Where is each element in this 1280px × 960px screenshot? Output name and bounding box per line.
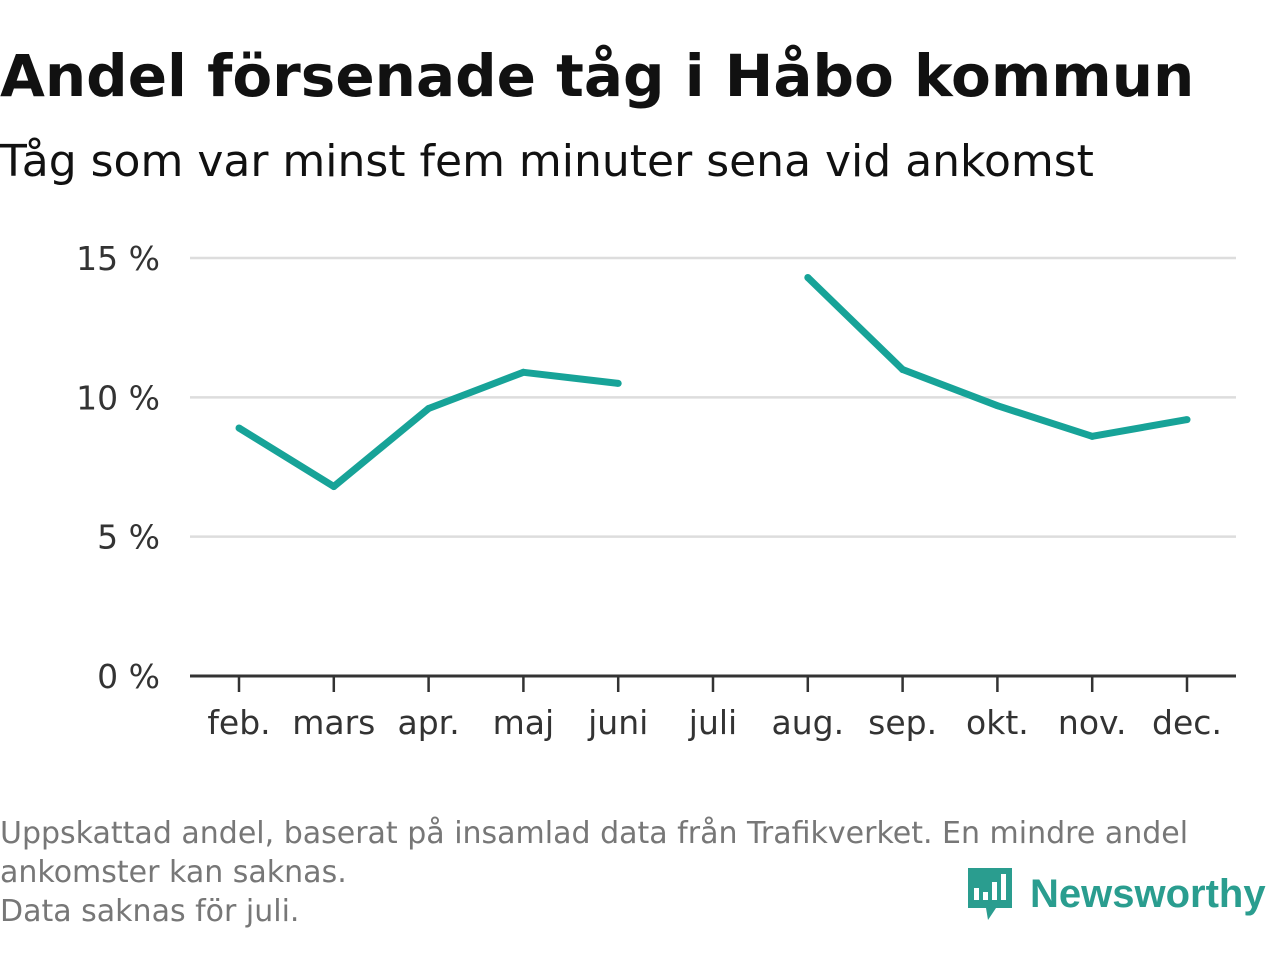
x-tick-label: maj [493, 703, 555, 742]
gridlines [190, 256, 1236, 538]
series-line-segment [805, 274, 1188, 440]
footnote-line: Data saknas för juli. [0, 894, 300, 929]
data-point [614, 379, 622, 387]
series-line-segment [237, 368, 619, 490]
x-tick-label: okt. [966, 703, 1029, 742]
brand-logo: Newsworthy [964, 864, 1266, 924]
x-tick-label: feb. [207, 703, 270, 742]
y-axis-labels: 0 % 5 % 10 % 15 % [76, 239, 160, 696]
x-tick-label: dec. [1152, 703, 1222, 742]
data-point [235, 424, 243, 432]
x-tick-label: juni [587, 703, 648, 742]
x-tick-label: apr. [397, 703, 459, 742]
brand-name: Newsworthy [1030, 871, 1266, 916]
y-tick-label: 5 % [97, 518, 160, 557]
x-axis-labels: feb. mars apr. maj juni juli aug. sep. okt. nov. d… [207, 703, 1222, 742]
y-tick-label: 0 % [97, 657, 160, 696]
x-tick-label: juli [688, 703, 737, 742]
x-tick-label: sep. [868, 703, 937, 742]
chart-subtitle: Tåg som var minst fem minuter sena vid a… [0, 136, 1094, 187]
bar-chart-speech-bubble-icon [968, 868, 1012, 920]
data-point [1183, 416, 1191, 424]
footnote: Uppskattad andel, baserat på insamlad da… [0, 814, 1270, 931]
x-axis [190, 674, 1236, 692]
x-tick-label: mars [292, 703, 375, 742]
data-point [804, 274, 812, 282]
data-point [1088, 432, 1096, 440]
footnote-line: ankomster kan saknas. [0, 855, 347, 890]
data-point [330, 483, 338, 491]
data-point [519, 368, 527, 376]
data-point [899, 365, 907, 373]
series-lines [235, 274, 1191, 491]
footnote-line: Uppskattad andel, baserat på insamlad da… [0, 816, 1189, 851]
x-tick-label: nov. [1058, 703, 1127, 742]
chart-title: Andel försenade tåg i Håbo kommun [0, 42, 1195, 110]
x-tick-label: aug. [772, 703, 845, 742]
y-tick-label: 10 % [76, 378, 160, 417]
data-point [425, 404, 433, 412]
data-point [993, 402, 1001, 410]
y-tick-label: 15 % [76, 239, 160, 278]
line-chart: 0 % 5 % 10 % 15 % feb. mars apr. maj juni juli au… [76, 239, 1236, 742]
